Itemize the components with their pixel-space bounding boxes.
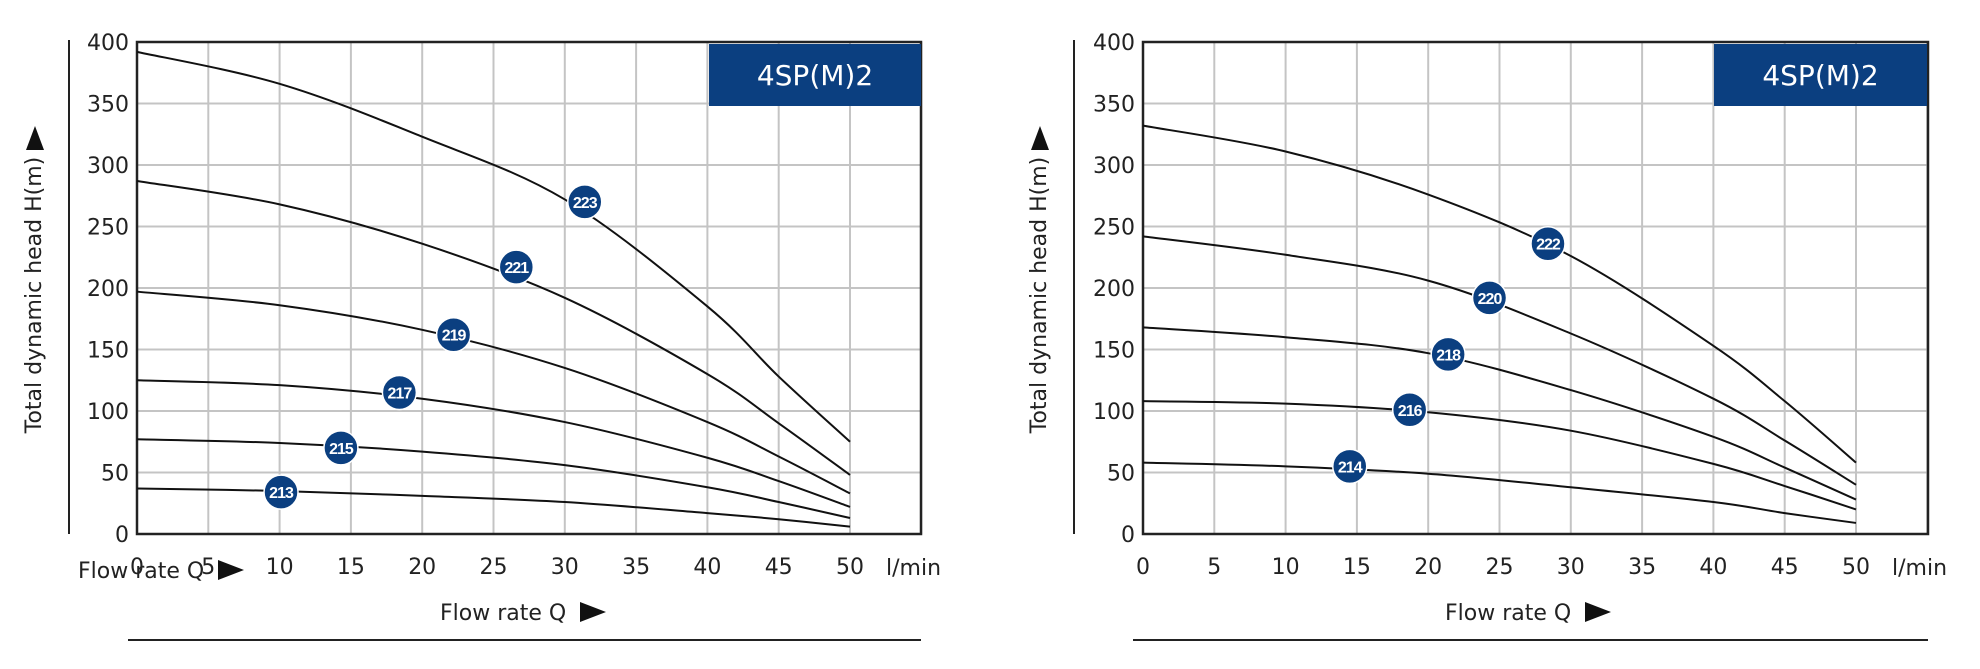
x-axis-title: Flow rate Q bbox=[440, 601, 566, 626]
x-tick-label: 20 bbox=[408, 555, 436, 580]
x-tick-label: 35 bbox=[1628, 555, 1656, 580]
curve-223 bbox=[136, 50, 851, 443]
badge-label-220: 220 bbox=[1478, 291, 1503, 308]
badge-213 bbox=[263, 474, 299, 510]
badge-219 bbox=[435, 316, 472, 353]
y-tick-label: 300 bbox=[87, 154, 129, 179]
y-axis-title: Total dynamic head H(m) bbox=[22, 157, 47, 434]
y-tick-label: 100 bbox=[1093, 400, 1135, 425]
x-axis-title: Flow rate Q bbox=[1445, 601, 1571, 626]
x-tick-label: 25 bbox=[480, 555, 508, 580]
badge-222 bbox=[1530, 225, 1566, 262]
x-tick-label: 15 bbox=[337, 555, 365, 580]
x-tick-label: 35 bbox=[622, 555, 650, 580]
y-tick-label: 150 bbox=[87, 339, 129, 364]
y-tick-label: 0 bbox=[115, 523, 129, 548]
badge-214 bbox=[1332, 448, 1368, 485]
x-tick-label: 50 bbox=[1842, 555, 1870, 580]
x-axis-arrow-icon bbox=[1585, 602, 1611, 622]
chart-panel-2: 0 50 100 150 200 250 300 350 400 0 5 10 15 20 25 30 35 40… bbox=[1027, 31, 1947, 641]
plot-frame bbox=[135, 40, 923, 536]
y-tick-label: 150 bbox=[1093, 339, 1135, 364]
badge-label-221: 221 bbox=[504, 260, 529, 277]
y-tick-label: 350 bbox=[87, 93, 129, 118]
y-tick-label: 50 bbox=[1107, 462, 1135, 487]
y-tick-label: 300 bbox=[1093, 154, 1135, 179]
curve-220 bbox=[1142, 235, 1857, 486]
y-tick-label: 350 bbox=[1093, 93, 1135, 118]
y-axis-title: Total dynamic head H(m) bbox=[1027, 157, 1052, 434]
y-tick-label: 250 bbox=[87, 216, 129, 241]
x-tick-label: 10 bbox=[1272, 555, 1300, 580]
badge-217 bbox=[381, 374, 418, 411]
x-tick-label: 30 bbox=[1557, 555, 1585, 580]
curve-221 bbox=[136, 180, 851, 476]
badge-label-223: 223 bbox=[573, 195, 598, 212]
chart-panel-1: 0 50 100 150 200 250 300 350 400 0 5 10 15 20 25 30 35 40… bbox=[22, 31, 941, 641]
badge-label-216: 216 bbox=[1398, 403, 1423, 420]
badge-label-217: 217 bbox=[388, 386, 413, 403]
y-tick-label: 0 bbox=[1121, 523, 1135, 548]
chart-title-box bbox=[1714, 44, 1927, 106]
curve-219 bbox=[136, 290, 851, 495]
plot-frame bbox=[1141, 40, 1930, 536]
x-tick-label: 45 bbox=[1771, 555, 1799, 580]
stray-arrow-icon bbox=[218, 560, 244, 580]
x-tick-label: 40 bbox=[693, 555, 721, 580]
badge-label-214: 214 bbox=[1338, 459, 1363, 476]
chart-title: 4SP(M)2 bbox=[1762, 59, 1878, 92]
x-unit-label: l/min bbox=[886, 556, 941, 581]
y-axis-arrow-icon bbox=[1031, 126, 1049, 150]
badge-221 bbox=[498, 249, 535, 285]
x-tick-label: 25 bbox=[1486, 555, 1514, 580]
y-tick-label: 400 bbox=[1093, 31, 1135, 56]
badge-label-219: 219 bbox=[442, 328, 467, 345]
y-tick-label: 400 bbox=[87, 31, 129, 56]
x-tick-label: 5 bbox=[201, 555, 215, 580]
x-tick-label: 20 bbox=[1414, 555, 1442, 580]
curve-216 bbox=[1142, 400, 1857, 511]
x-tick-label: 50 bbox=[836, 555, 864, 580]
badge-label-215: 215 bbox=[329, 441, 354, 458]
x-tick-label: 30 bbox=[551, 555, 579, 580]
badge-220 bbox=[1471, 280, 1508, 316]
badge-218 bbox=[1430, 336, 1466, 373]
x-unit-label: l/min bbox=[1892, 556, 1947, 581]
x-tick-label: 45 bbox=[765, 555, 793, 580]
y-tick-label: 50 bbox=[101, 462, 129, 487]
badge-label-218: 218 bbox=[1436, 347, 1461, 364]
x-tick-label: 0 bbox=[1136, 555, 1150, 580]
badge-223 bbox=[567, 184, 603, 220]
y-tick-label: 200 bbox=[87, 277, 129, 302]
stray-flow-rate-label: Flow rate Q bbox=[78, 559, 204, 584]
x-axis-arrow-icon bbox=[580, 602, 606, 622]
y-tick-label: 250 bbox=[1093, 216, 1135, 241]
chart-title: 4SP(M)2 bbox=[757, 59, 873, 92]
badge-216 bbox=[1391, 392, 1428, 428]
badge-215 bbox=[323, 430, 359, 466]
y-tick-label: 200 bbox=[1093, 277, 1135, 302]
x-tick-label: 10 bbox=[266, 555, 294, 580]
y-tick-label: 100 bbox=[87, 400, 129, 425]
x-tick-label: 15 bbox=[1343, 555, 1371, 580]
x-tick-label: 40 bbox=[1699, 555, 1727, 580]
curve-215 bbox=[136, 438, 851, 519]
chart-title-box bbox=[709, 44, 921, 106]
curve-217 bbox=[136, 379, 851, 508]
x-tick-label: 0 bbox=[130, 555, 144, 580]
y-axis-arrow-icon bbox=[26, 126, 44, 150]
badge-label-222: 222 bbox=[1536, 237, 1561, 254]
curve-214 bbox=[1142, 461, 1857, 524]
badge-label-213: 213 bbox=[269, 485, 294, 502]
x-tick-label: 5 bbox=[1207, 555, 1221, 580]
curve-218 bbox=[1142, 326, 1857, 501]
